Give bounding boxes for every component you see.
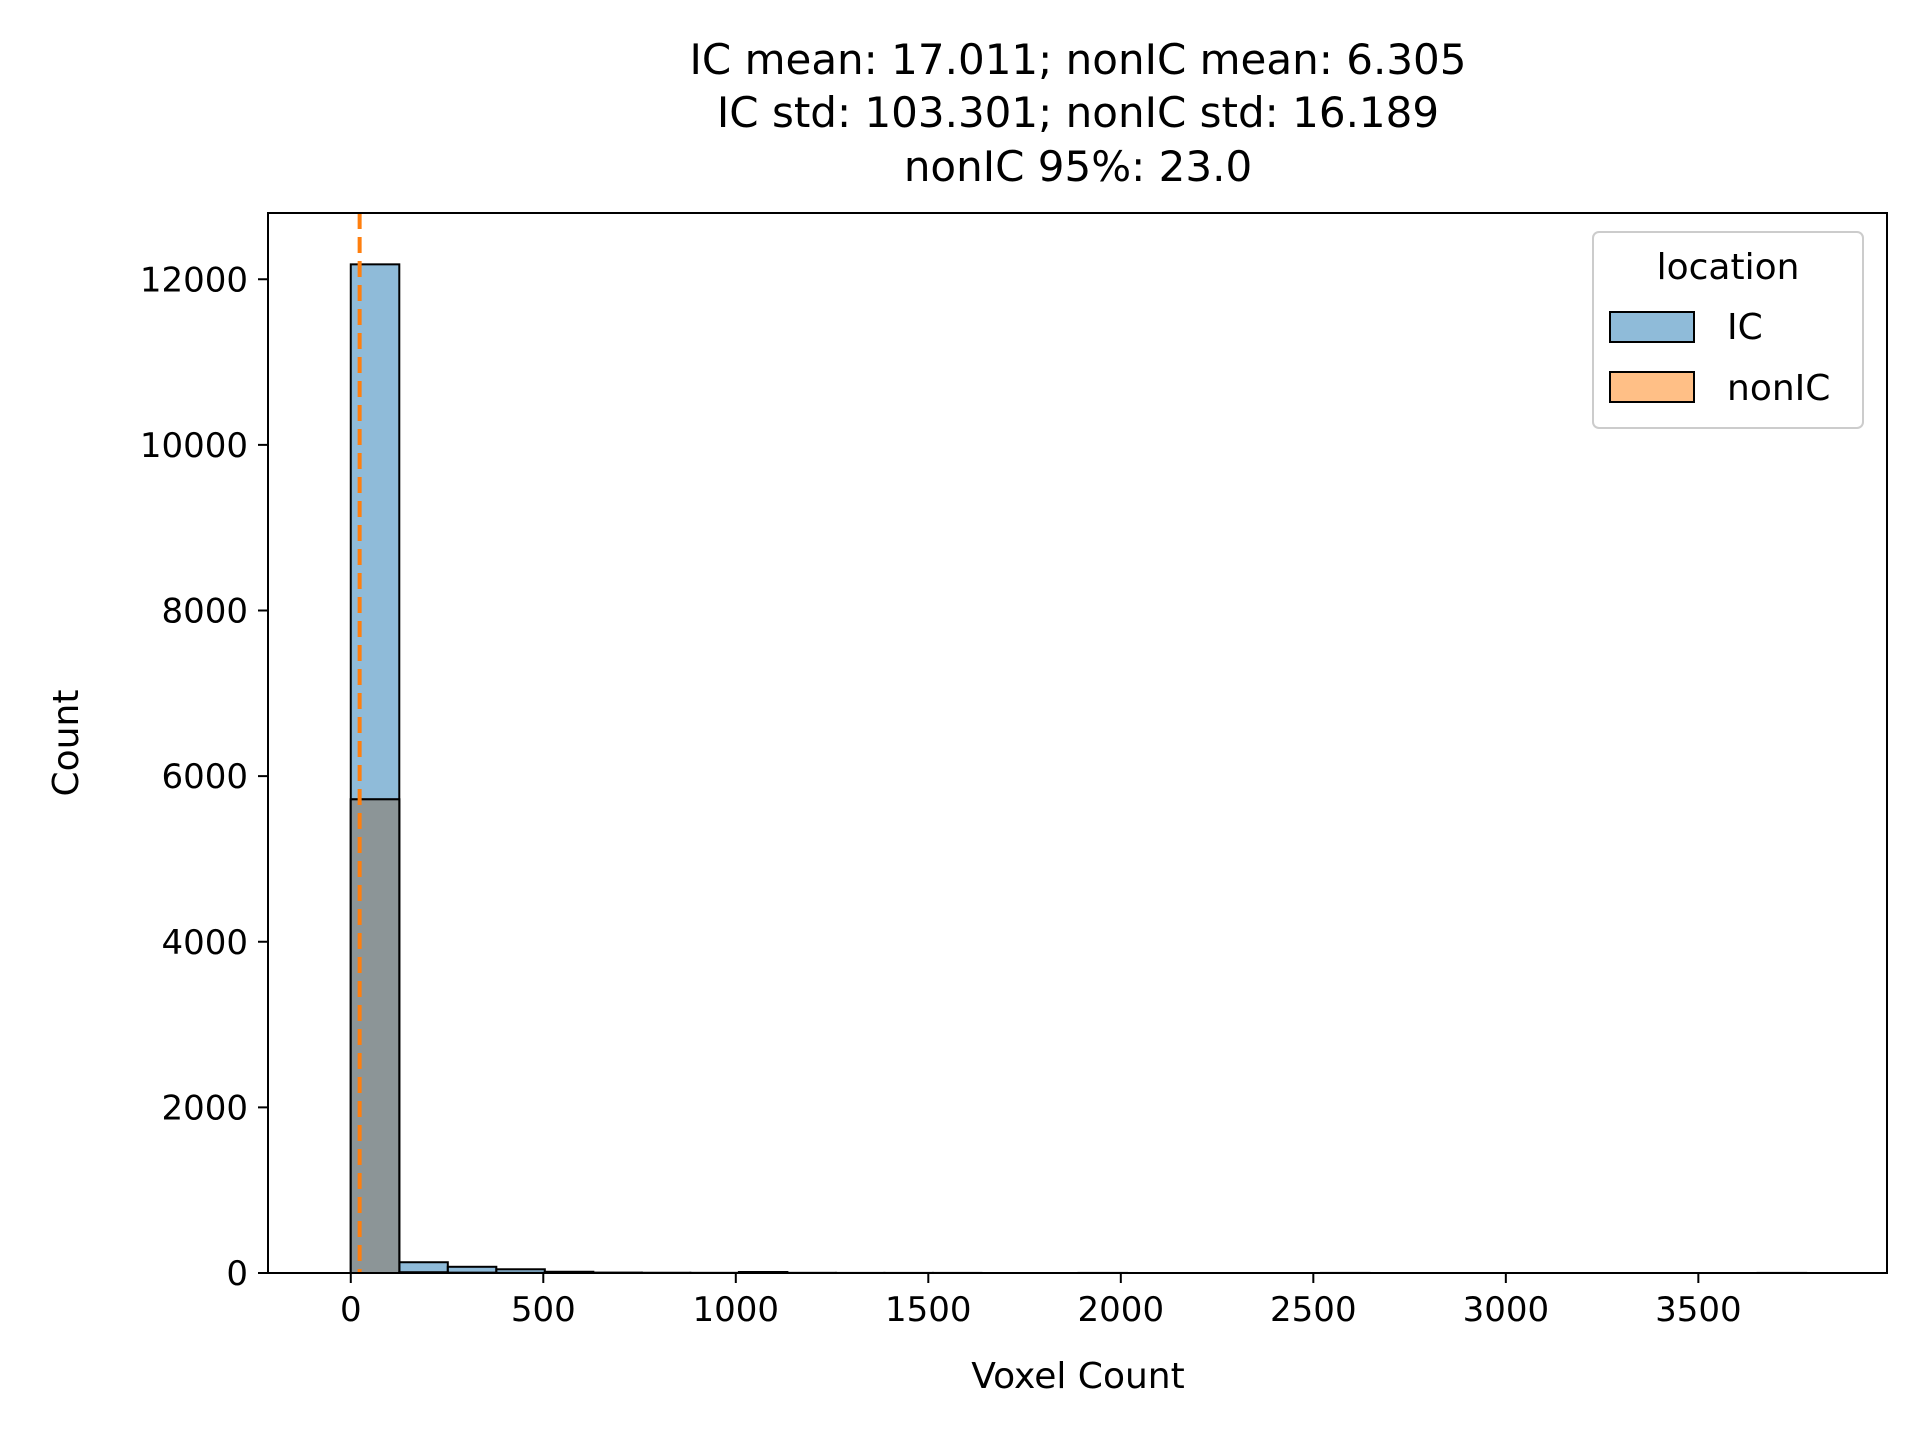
x-tick-label: 2000 — [1078, 1290, 1165, 1330]
y-axis-label: Count — [46, 690, 87, 797]
legend-label-ic: IC — [1727, 307, 1763, 348]
x-axis: 0 500 1000 1500 2000 2500 3000 3500 — [340, 1273, 1742, 1330]
y-tick-label: 2000 — [161, 1088, 248, 1128]
plot-area — [267, 212, 1888, 1275]
y-tick-label: 0 — [226, 1254, 248, 1294]
y-axis: 0 2000 4000 6000 8000 10000 12000 — [140, 260, 268, 1294]
legend-title: location — [1657, 247, 1800, 288]
title-line-2: IC std: 103.301; nonIC std: 16.189 — [717, 88, 1439, 137]
x-axis-label: Voxel Count — [971, 1356, 1184, 1397]
legend-swatch-nonic — [1609, 371, 1695, 403]
x-tick-label: 3500 — [1655, 1290, 1742, 1330]
x-tick-label: 3000 — [1463, 1290, 1550, 1330]
title-line-1: IC mean: 17.011; nonIC mean: 6.305 — [690, 35, 1467, 84]
title-line-3: nonIC 95%: 23.0 — [904, 142, 1252, 191]
legend: location IC nonIC — [1592, 231, 1864, 429]
plot-frame — [267, 212, 1888, 1274]
x-tick-label: 500 — [511, 1290, 576, 1330]
x-tick-label: 1000 — [693, 1290, 780, 1330]
x-tick-label: 0 — [340, 1290, 362, 1330]
legend-swatch-ic — [1609, 311, 1695, 343]
y-tick-label: 8000 — [161, 592, 248, 632]
y-tick-label: 6000 — [161, 757, 248, 797]
y-tick-label: 12000 — [140, 260, 248, 300]
legend-label-nonic: nonIC — [1727, 368, 1830, 409]
y-tick-label: 4000 — [161, 923, 248, 963]
y-tick-label: 10000 — [140, 426, 248, 466]
x-tick-label: 2500 — [1270, 1290, 1357, 1330]
x-tick-label: 1500 — [885, 1290, 972, 1330]
chart-title: IC mean: 17.011; nonIC mean: 6.305 IC st… — [690, 35, 1467, 191]
